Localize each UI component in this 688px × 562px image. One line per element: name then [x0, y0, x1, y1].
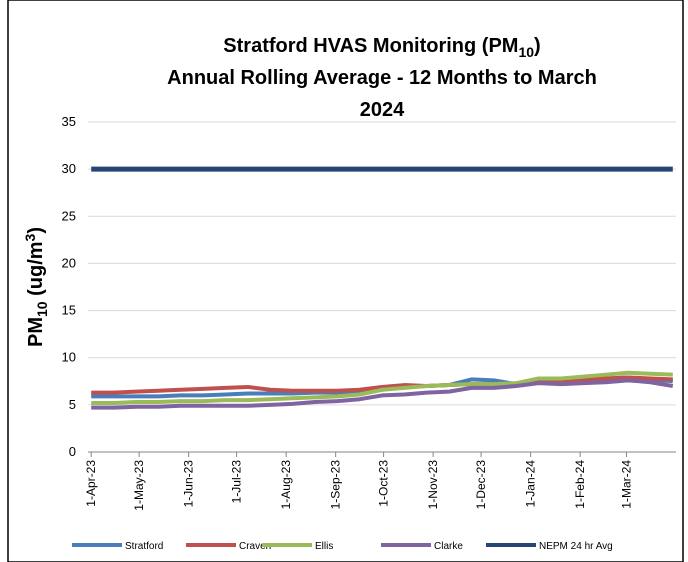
y-tick-label: 30	[62, 161, 76, 176]
title-text: Stratford HVAS Monitoring (PM	[223, 35, 518, 57]
series-line	[91, 370, 673, 405]
x-tick-label: 1-May-23	[132, 460, 146, 511]
x-tick-label: 1-Aug-23	[279, 460, 293, 510]
title-text: Annual Rolling Average - 12 Months to Ma…	[167, 67, 597, 89]
chart-title: Stratford HVAS Monitoring (PM10)	[223, 35, 540, 60]
x-tick-label: 1-Dec-23	[474, 460, 488, 510]
x-tick-label: 1-Apr-23	[84, 460, 98, 507]
y-tick-label: 20	[62, 255, 76, 270]
chart-title: 2024	[360, 99, 405, 121]
y-label-part: 10	[34, 301, 50, 317]
title-text: )	[534, 35, 541, 57]
y-tick-label: 10	[62, 350, 76, 365]
y-tick-label: 0	[69, 444, 76, 459]
legend-label: Clarke	[434, 541, 463, 552]
x-tick-label: 1-Jul-23	[230, 460, 244, 504]
y-label-part: (ug/m	[25, 241, 47, 301]
title-text: 2024	[360, 99, 405, 121]
frame	[7, 0, 684, 562]
legend-label: Craven	[239, 541, 271, 552]
series-line	[91, 375, 673, 395]
y-tick-label: 5	[69, 397, 76, 412]
legend-label: Stratford	[125, 541, 163, 552]
y-label-part: 3	[22, 233, 38, 241]
legend-label: NEPM 24 hr Avg	[539, 541, 613, 552]
x-tick-label: 1-Feb-24	[573, 460, 587, 509]
x-tick-label: 1-Jun-23	[182, 460, 196, 508]
x-tick-label: 1-Oct-23	[377, 460, 391, 507]
x-tick-label: 1-Nov-23	[426, 460, 440, 510]
title-subscript: 10	[518, 44, 534, 60]
y-axis-label: PM10 (ug/m3)	[22, 227, 50, 347]
y-tick-label: 15	[62, 303, 76, 318]
y-label-part: )	[25, 227, 47, 234]
series-line	[91, 378, 674, 410]
legend-label: Ellis	[315, 541, 333, 552]
x-tick-label: 1-Mar-24	[619, 460, 633, 509]
y-label-part: PM	[25, 317, 47, 347]
x-tick-label: 1-Sep-23	[329, 460, 343, 510]
chart-title: Annual Rolling Average - 12 Months to Ma…	[167, 67, 597, 89]
y-tick-label: 35	[62, 114, 76, 129]
y-tick-label: 25	[62, 208, 76, 223]
x-tick-label: 1-Jan-24	[524, 460, 538, 508]
